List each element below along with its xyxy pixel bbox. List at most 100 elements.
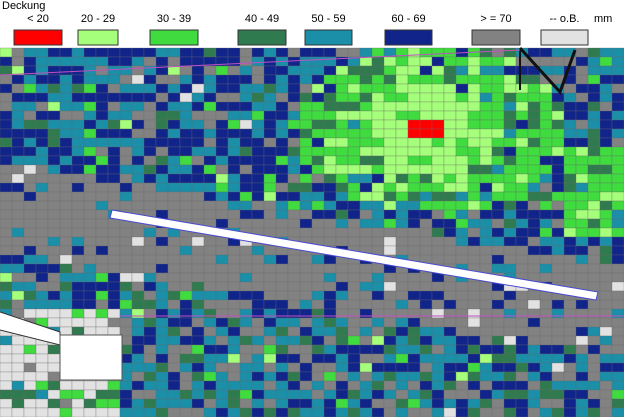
map-cell bbox=[467, 335, 481, 346]
map-cell bbox=[335, 371, 349, 382]
map-cell bbox=[203, 353, 217, 364]
map-cell bbox=[83, 56, 97, 67]
map-cell bbox=[311, 137, 325, 148]
map-cell bbox=[611, 263, 624, 274]
map-cell bbox=[299, 407, 313, 417]
map-cell bbox=[335, 101, 349, 112]
map-cell bbox=[599, 155, 613, 166]
legend-label: > = 70 bbox=[480, 13, 511, 25]
map-cell bbox=[383, 317, 397, 328]
map-cell bbox=[47, 344, 61, 355]
map-cell bbox=[371, 299, 385, 310]
map-cell bbox=[587, 200, 601, 211]
map-cell bbox=[587, 74, 601, 85]
map-cell bbox=[359, 353, 373, 364]
map-cell bbox=[287, 344, 301, 355]
map-cell bbox=[227, 182, 241, 193]
map-cell bbox=[395, 326, 409, 337]
map-cell bbox=[239, 173, 253, 184]
map-cell bbox=[215, 128, 229, 139]
map-cell bbox=[443, 308, 457, 319]
map-cell bbox=[359, 200, 373, 211]
map-cell bbox=[395, 92, 409, 103]
map-cell bbox=[527, 137, 541, 148]
map-cell bbox=[11, 299, 25, 310]
map-cell bbox=[275, 200, 289, 211]
map-cell bbox=[119, 281, 133, 292]
map-cell bbox=[203, 128, 217, 139]
map-cell bbox=[155, 263, 169, 274]
map-cell bbox=[299, 344, 313, 355]
map-cell bbox=[611, 335, 624, 346]
map-cell bbox=[431, 308, 445, 319]
map-cell bbox=[227, 110, 241, 121]
map-cell bbox=[47, 47, 61, 58]
map-cell bbox=[551, 254, 565, 265]
map-cell bbox=[131, 227, 145, 238]
map-cell bbox=[527, 218, 541, 229]
map-cell bbox=[263, 128, 277, 139]
map-cell bbox=[587, 164, 601, 175]
map-cell bbox=[47, 254, 61, 265]
map-cell bbox=[383, 110, 397, 121]
legend-label: -- o.B. bbox=[550, 13, 580, 25]
map-cell bbox=[83, 200, 97, 211]
map-cell bbox=[503, 245, 517, 256]
map-cell bbox=[47, 245, 61, 256]
map-cell bbox=[143, 56, 157, 67]
map-cell bbox=[107, 155, 121, 166]
map-cell bbox=[491, 92, 505, 103]
map-cell bbox=[191, 56, 205, 67]
map-cell bbox=[479, 389, 493, 400]
map-cell bbox=[0, 191, 13, 202]
map-cell bbox=[611, 173, 624, 184]
map-cell bbox=[479, 137, 493, 148]
map-cell bbox=[503, 389, 517, 400]
map-cell bbox=[611, 56, 624, 67]
map-cell bbox=[539, 389, 553, 400]
map-cell bbox=[107, 308, 121, 319]
map-cell bbox=[383, 389, 397, 400]
map-cell bbox=[371, 263, 385, 274]
map-cell bbox=[215, 389, 229, 400]
map-cell bbox=[455, 155, 469, 166]
map-cell bbox=[143, 173, 157, 184]
map-cell bbox=[47, 308, 61, 319]
map-cell bbox=[587, 308, 601, 319]
map-cell bbox=[119, 272, 133, 283]
map-cell bbox=[455, 92, 469, 103]
map-cell bbox=[47, 281, 61, 292]
map-cell bbox=[587, 110, 601, 121]
map-cell bbox=[131, 65, 145, 76]
map-cell bbox=[143, 191, 157, 202]
map-cell bbox=[59, 182, 73, 193]
map-cell bbox=[239, 146, 253, 157]
map-cell bbox=[239, 353, 253, 364]
legend-label: 60 - 69 bbox=[391, 13, 425, 25]
map-cell bbox=[527, 236, 541, 247]
map-cell bbox=[395, 182, 409, 193]
map-cell bbox=[155, 272, 169, 283]
map-cell bbox=[311, 272, 325, 283]
map-cell bbox=[0, 92, 13, 103]
map-cell bbox=[407, 83, 421, 94]
map-cell bbox=[35, 263, 49, 274]
map-cell bbox=[227, 380, 241, 391]
map-cell bbox=[299, 362, 313, 373]
map-cell bbox=[143, 236, 157, 247]
map-cell bbox=[11, 47, 25, 58]
map-cell bbox=[131, 254, 145, 265]
map-cell bbox=[0, 245, 13, 256]
map-cell bbox=[107, 110, 121, 121]
map-cell bbox=[263, 326, 277, 337]
map-cell bbox=[155, 281, 169, 292]
map-cell bbox=[395, 245, 409, 256]
map-cell bbox=[359, 227, 373, 238]
map-cell bbox=[611, 290, 624, 301]
map-cell bbox=[11, 200, 25, 211]
map-cell bbox=[131, 182, 145, 193]
map-cell bbox=[299, 263, 313, 274]
map-cell bbox=[395, 398, 409, 409]
map-cell bbox=[251, 290, 265, 301]
map-cell bbox=[455, 173, 469, 184]
